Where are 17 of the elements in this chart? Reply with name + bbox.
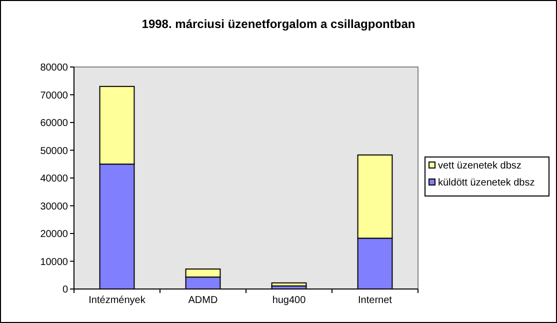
y-tick-label: 60000	[40, 118, 68, 129]
y-tick-label: 50000	[40, 146, 68, 157]
y-tick-label: 30000	[40, 201, 68, 212]
x-tick-label: ADMD	[188, 295, 218, 306]
x-tick-label: Internet	[358, 295, 392, 306]
legend-label: vett üzenetek dbsz	[438, 160, 522, 172]
y-tick-label: 10000	[40, 256, 68, 268]
x-tick-label: hug400	[272, 295, 306, 306]
y-tick-label: 80000	[40, 62, 68, 74]
x-tick-label: Intézmények	[88, 295, 146, 306]
bar	[271, 282, 307, 286]
y-tick-label: 20000	[40, 229, 68, 240]
y-tick-label: 0	[62, 284, 68, 296]
y-tick-label: 40000	[40, 174, 68, 184]
chart-title: 1998. márciusi üzenetforgalom a csillagpontban	[142, 17, 416, 31]
y-tick-label: 70000	[40, 90, 68, 102]
legend-label: küldött üzenetek dbsz	[438, 178, 535, 188]
